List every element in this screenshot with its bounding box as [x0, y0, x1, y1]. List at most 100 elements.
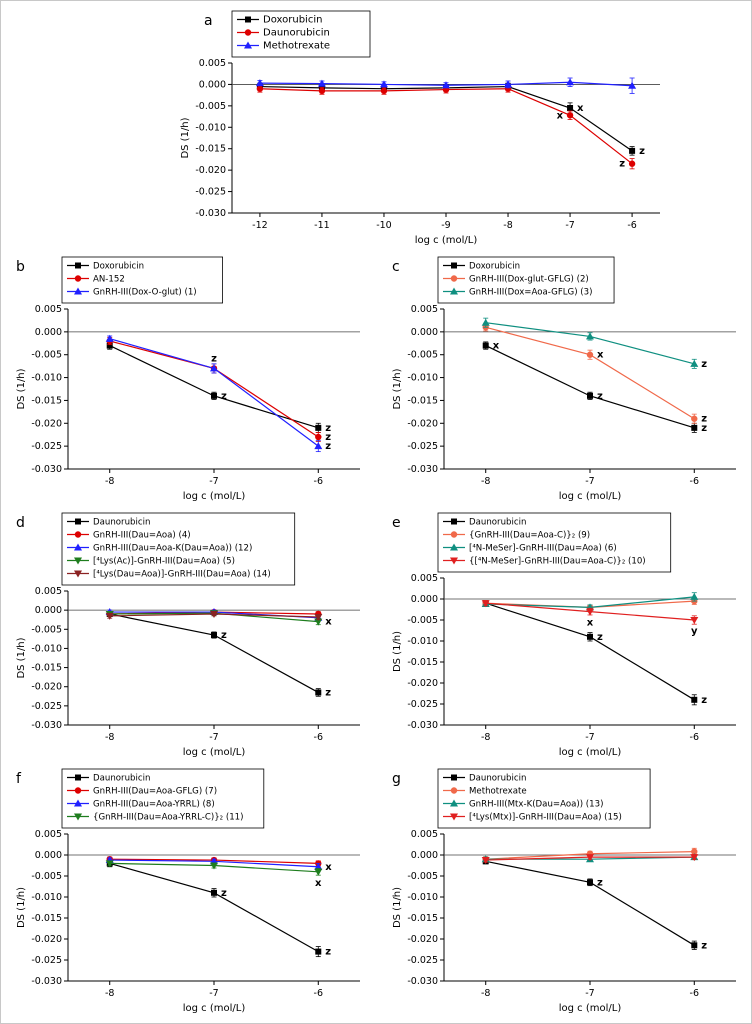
- legend-label: Methotrexate: [469, 787, 527, 797]
- point-annotation: z: [701, 695, 707, 706]
- point-annotation: z: [325, 423, 331, 434]
- y-tick-label: 0.005: [411, 829, 438, 840]
- point-annotation: x: [493, 341, 500, 352]
- series-GnRH-III-Dox-glut-GFLG-2-: xz: [482, 323, 707, 425]
- series-Doxorubicin: xzz: [482, 341, 707, 434]
- legend: Doxorubicin Daunorubicin Methotrexate: [231, 10, 371, 58]
- y-tick-label: -0.005: [407, 615, 438, 626]
- y-axis-label: DS (1/h): [392, 887, 403, 928]
- chart-panel-f: f 0.005 0.000 -0.005 -0.010 -0.015 -0.020 -0.02…: [8, 765, 370, 1021]
- point-annotation: x: [577, 103, 584, 114]
- panel-letter: e: [392, 515, 401, 531]
- y-tick-label: -0.025: [407, 955, 438, 966]
- series-GnRH-III-Dox-Aoa-GFLG-3-: z: [481, 317, 707, 370]
- legend: Daunorubicin Methotrexate GnRH-III(Mtx-K(D…: [437, 768, 651, 829]
- legend-label: {GnRH-III(Dau=Aoa-YRRL-C)}₂ (11): [93, 813, 244, 823]
- x-tick-label: -8: [481, 732, 490, 743]
- y-tick-label: -0.025: [31, 701, 62, 712]
- legend-label: {GnRH-III(Dau=Aoa-C)}₂ (9): [469, 531, 590, 541]
- y-tick-label: 0.005: [411, 304, 438, 315]
- x-axis-label: log c (mol/L): [183, 747, 246, 758]
- axes: 0.005 0.000 -0.005 -0.010 -0.015 -0.020 -0.025…: [195, 58, 660, 231]
- y-tick-label: -0.020: [31, 682, 62, 693]
- top-row: a 0.005 0.000 -0.005 -0.010 -0.015 -0.020 -0.02…: [1, 7, 751, 253]
- axes: 0.005 0.000 -0.005 -0.010 -0.015 -0.020 -0.025…: [407, 573, 736, 743]
- x-tick-label: -6: [314, 988, 323, 999]
- series-Daunorubicin: zz: [106, 859, 331, 958]
- y-tick-label: -0.010: [407, 636, 438, 647]
- x-axis-label: log c (mol/L): [559, 491, 622, 502]
- x-tick-label: -6: [314, 476, 323, 487]
- y-tick-label: -0.020: [195, 165, 226, 176]
- y-tick-label: -0.015: [407, 913, 438, 924]
- y-tick-label: -0.005: [31, 350, 62, 361]
- x-tick-label: -7: [209, 732, 218, 743]
- legend-label: GnRH-III(Dau=Aoa) (4): [93, 531, 191, 541]
- legend-label: Doxorubicin: [263, 15, 322, 26]
- y-tick-label: -0.025: [31, 955, 62, 966]
- x-tick-label: -7: [209, 988, 218, 999]
- panel-letter: g: [392, 771, 401, 787]
- legend-label: AN-152: [93, 275, 125, 285]
- y-axis-label: DS (1/h): [16, 368, 27, 409]
- panel-letter: d: [16, 515, 25, 531]
- y-tick-label: -0.025: [31, 441, 62, 452]
- y-tick-label: -0.030: [407, 720, 438, 731]
- point-annotation: z: [221, 888, 227, 899]
- panel-letter: c: [392, 259, 400, 275]
- x-tick-label: -6: [690, 732, 699, 743]
- legend-label: GnRH-III(Dau=Aoa-K(Dau=Aoa)) (12): [93, 544, 252, 554]
- series--Lys-Mtx-GnRH-III-Dau-Aoa-15-: [481, 854, 699, 865]
- x-tick-label: -11: [314, 220, 330, 231]
- y-tick-label: -0.010: [407, 373, 438, 384]
- y-tick-label: -0.030: [31, 464, 62, 475]
- legend-label: GnRH-III(Dau=Aoa-YRRL) (8): [93, 800, 215, 810]
- x-axis-label: log c (mol/L): [183, 1003, 246, 1014]
- legend-label: GnRH-III(Mtx-K(Dau=Aoa)) (13): [469, 800, 603, 810]
- point-annotation: x: [325, 617, 332, 628]
- legend-label: {[⁴N-MeSer]-GnRH-III(Dau=Aoa-C)}₂ (10): [469, 557, 646, 567]
- y-axis-label: DS (1/h): [392, 368, 403, 409]
- series-Daunorubicin: zz: [106, 610, 331, 698]
- x-tick-label: -6: [314, 732, 323, 743]
- legend-label: Daunorubicin: [263, 28, 330, 39]
- x-tick-label: -8: [105, 476, 114, 487]
- y-tick-label: -0.005: [31, 624, 62, 635]
- legend-label: Daunorubicin: [469, 518, 526, 528]
- y-tick-label: 0.005: [35, 586, 62, 597]
- x-tick-label: -8: [105, 988, 114, 999]
- series-Methotrexate: [255, 77, 637, 94]
- x-tick-label: -7: [585, 988, 594, 999]
- x-tick-label: -7: [585, 476, 594, 487]
- y-tick-label: -0.025: [195, 187, 226, 198]
- series-GnRH-III-Dox-O-glut-1-: z: [105, 334, 331, 452]
- legend-label: Doxorubicin: [469, 262, 520, 272]
- y-tick-label: -0.015: [407, 657, 438, 668]
- panel-letter: a: [204, 13, 213, 29]
- legend: Daunorubicin {GnRH-III(Dau=Aoa-C)}₂ (9) [⁴…: [437, 512, 672, 573]
- chart-panel-d: d 0.005 0.000 -0.005 -0.010 -0.015 -0.020 -0.02…: [8, 509, 370, 765]
- y-tick-label: -0.030: [407, 464, 438, 475]
- y-tick-label: -0.030: [31, 720, 62, 731]
- x-tick-label: -10: [376, 220, 392, 231]
- y-tick-label: -0.025: [407, 699, 438, 710]
- y-tick-label: -0.020: [407, 934, 438, 945]
- x-axis-label: log c (mol/L): [559, 1003, 622, 1014]
- y-tick-label: 0.000: [411, 327, 438, 338]
- y-tick-label: 0.000: [411, 850, 438, 861]
- x-tick-label: -7: [565, 220, 574, 231]
- y-axis-label: DS (1/h): [16, 887, 27, 928]
- y-tick-label: 0.005: [35, 829, 62, 840]
- y-tick-label: 0.000: [35, 327, 62, 338]
- point-annotation: z: [325, 432, 331, 443]
- x-tick-label: -12: [252, 220, 268, 231]
- y-tick-label: -0.010: [31, 373, 62, 384]
- legend-label: GnRH-III(Dox-glut-GFLG) (2): [469, 275, 589, 285]
- legend-label: Methotrexate: [263, 41, 330, 52]
- x-tick-label: -8: [503, 220, 512, 231]
- y-axis-label: DS (1/h): [16, 637, 27, 678]
- y-tick-label: -0.010: [407, 892, 438, 903]
- point-annotation: z: [619, 159, 625, 170]
- chart-panel-c: c 0.005 0.000 -0.005 -0.010 -0.015 -0.020 -0.02…: [384, 253, 746, 509]
- y-tick-label: -0.020: [407, 418, 438, 429]
